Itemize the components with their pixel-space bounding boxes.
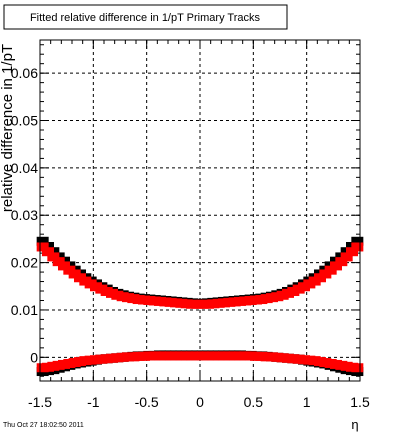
x-tick-label: 0 — [196, 394, 204, 410]
series-3 — [36, 351, 364, 373]
y-tick-label: 0.05 — [11, 113, 38, 129]
y-tick-label: 0 — [30, 349, 38, 365]
y-axis-label: relative difference in 1/pT — [0, 44, 16, 212]
chart-title: Fitted relative difference in 1/pT Prima… — [30, 12, 261, 24]
data-point — [340, 252, 353, 262]
x-tick-labels: -1.5 -1 -0.5 0 0.5 1 1.5 — [28, 394, 370, 410]
x-tick-label: 1 — [303, 394, 311, 410]
data-point — [351, 242, 364, 252]
y-tick-labels: 0 0.01 0.02 0.03 0.04 0.05 0.06 — [11, 65, 38, 365]
x-axis-label: η — [351, 417, 358, 432]
data-point — [335, 257, 348, 267]
x-tick-label: -1 — [87, 394, 100, 410]
x-tick-label: -0.5 — [135, 394, 159, 410]
data-point — [36, 242, 49, 252]
y-tick-label: 0.01 — [11, 302, 38, 318]
plot-frame — [39, 39, 361, 382]
data-point — [42, 247, 54, 257]
data-point — [47, 252, 60, 262]
title-box — [3, 4, 288, 30]
x-tick-label: 1.5 — [350, 394, 370, 410]
series-1 — [36, 242, 364, 309]
timestamp-footer: Thu Oct 27 18:02:50 2011 — [3, 422, 84, 429]
x-tick-label: 0.5 — [244, 394, 264, 410]
y-tick-label: 0.04 — [11, 160, 38, 176]
data-point — [351, 363, 364, 373]
data-point — [36, 236, 49, 246]
y-tick-label: 0.02 — [11, 255, 38, 271]
data-points — [36, 236, 364, 377]
data-point — [346, 247, 358, 257]
data-point — [351, 236, 364, 246]
y-tick-label: 0.03 — [11, 207, 38, 223]
axis-ticks — [39, 40, 361, 381]
y-tick-label: 0.06 — [11, 65, 38, 81]
x-tick-label: -1.5 — [28, 394, 52, 410]
